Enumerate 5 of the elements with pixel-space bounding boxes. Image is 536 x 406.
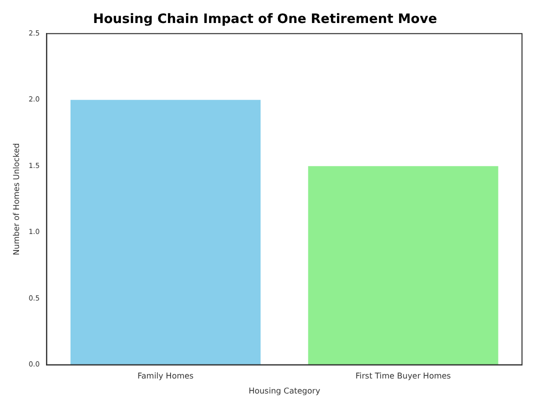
chart-title: Housing Chain Impact of One Retirement Move	[92, 12, 438, 28]
x-axis-title: Housing Category	[248, 386, 320, 396]
x-tick-label: Family Homes	[138, 372, 194, 381]
x-tick-label: First Time Buyer Homes	[356, 372, 451, 381]
y-axis-title: Number of Homes Unlocked	[12, 143, 21, 256]
